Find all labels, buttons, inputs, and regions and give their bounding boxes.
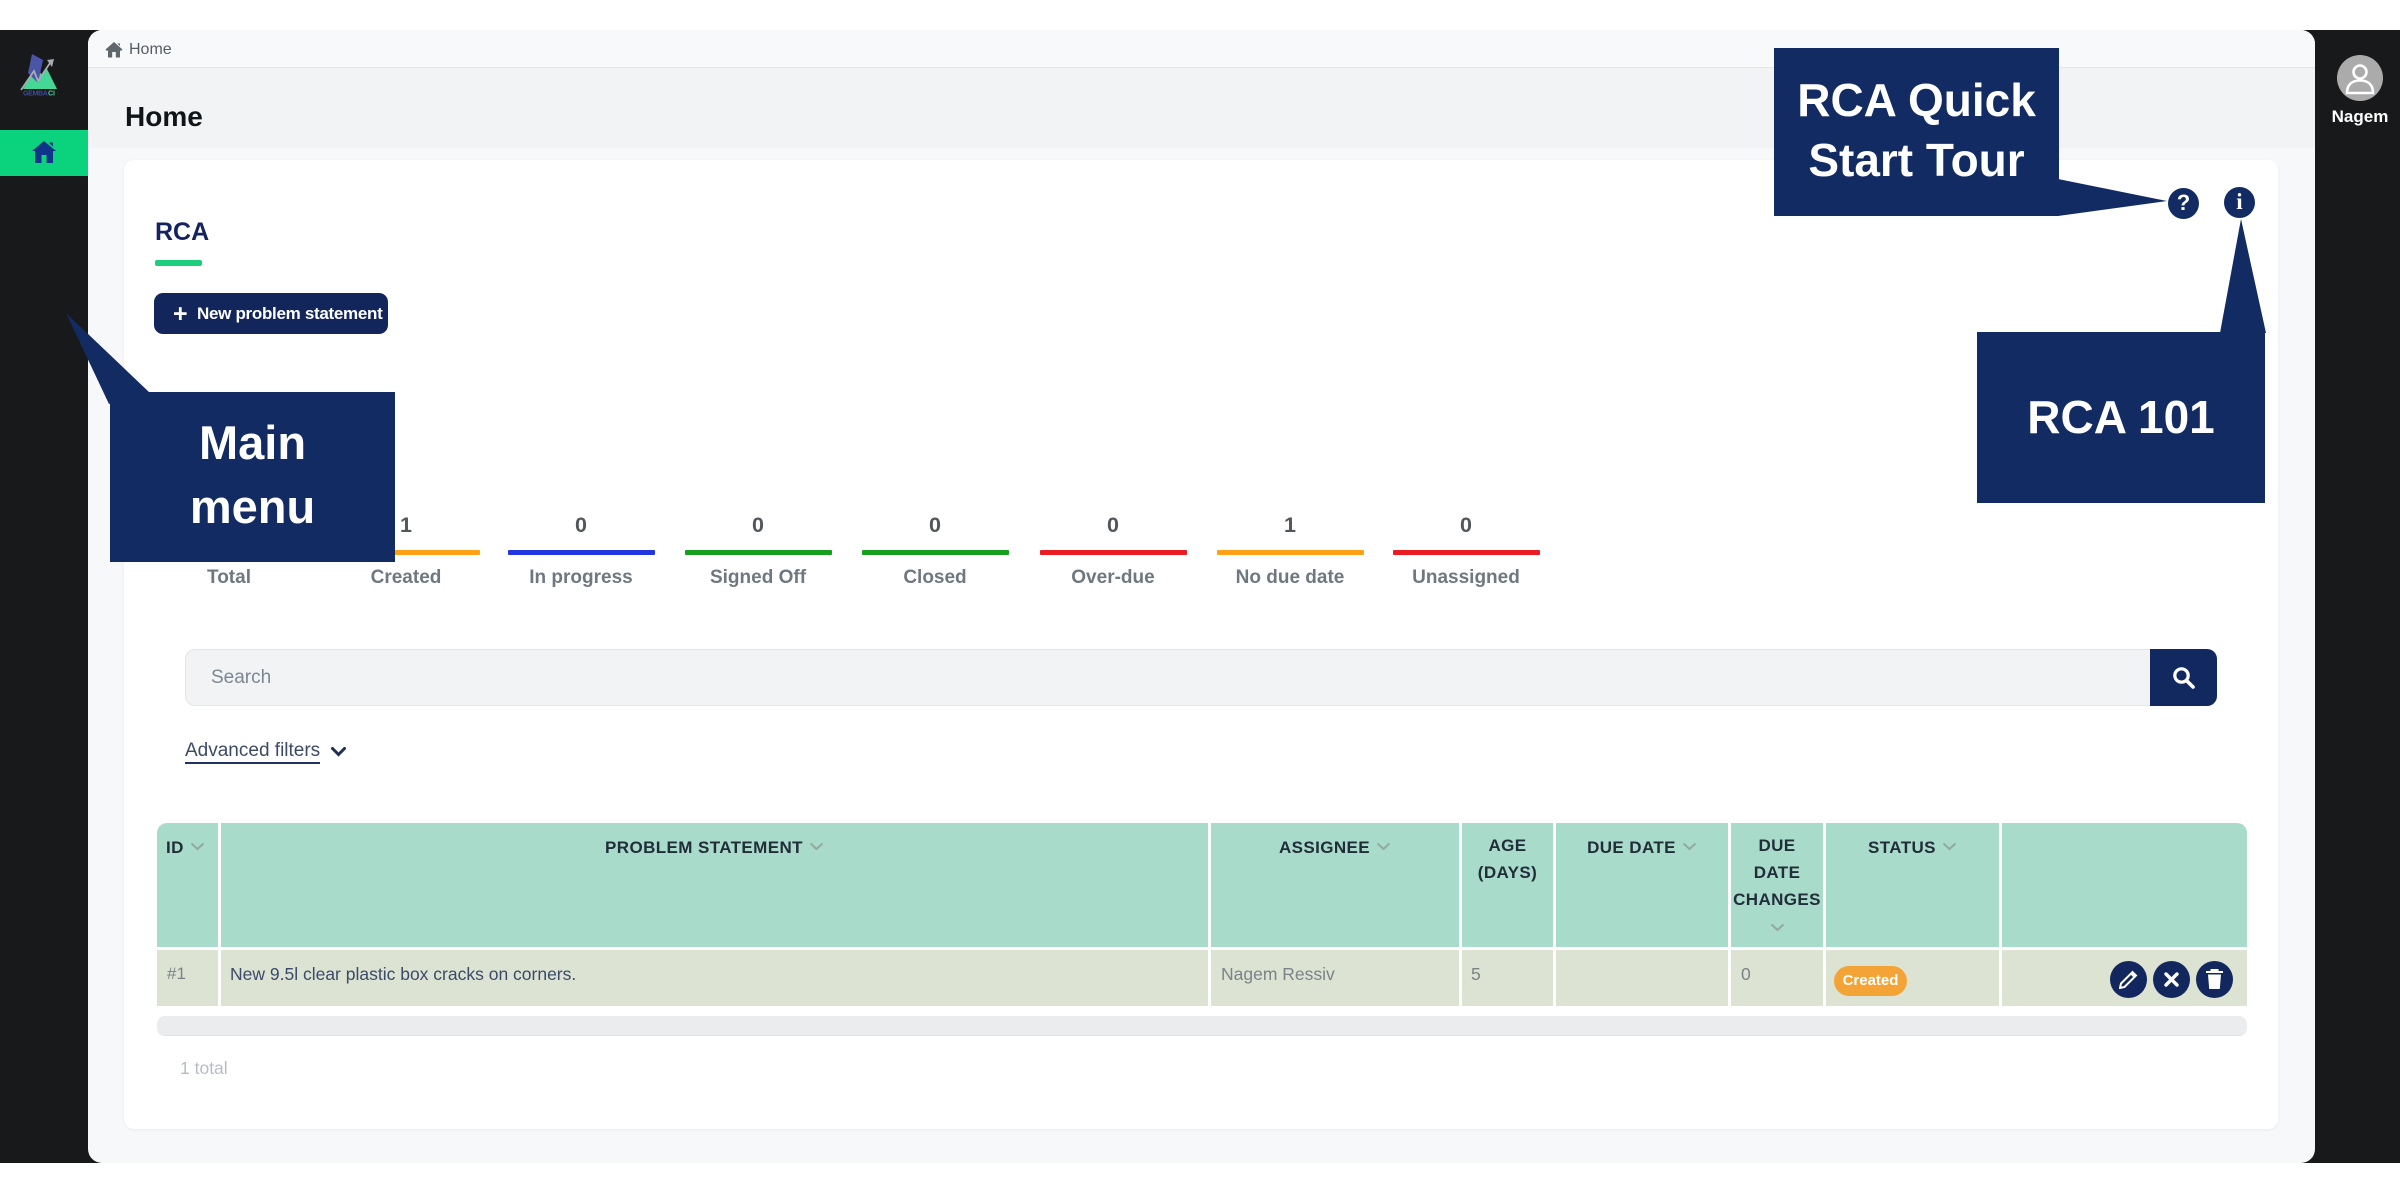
svg-text:GEMBA: GEMBA xyxy=(23,91,48,97)
svg-text:CI: CI xyxy=(48,91,55,97)
